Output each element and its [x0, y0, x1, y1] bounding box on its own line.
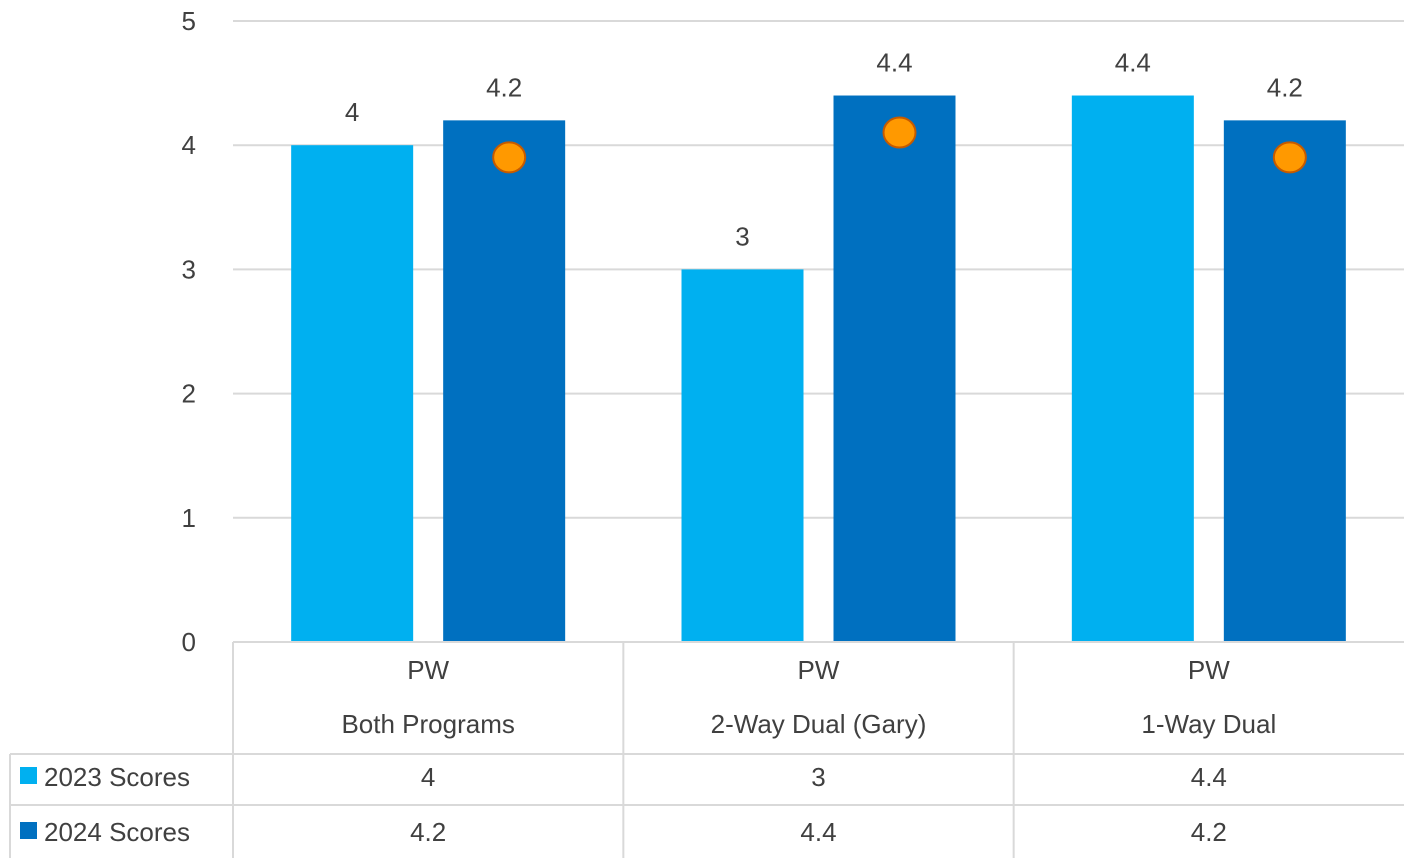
table-cell-value: 4	[421, 762, 435, 792]
table-cell-value: 4.4	[1191, 762, 1227, 792]
marker-circle	[492, 141, 527, 174]
table-cell-value: 4.4	[800, 817, 836, 847]
data-label: 4.2	[1267, 72, 1303, 102]
data-label: 4.2	[486, 72, 522, 102]
y-tick-label: 5	[182, 6, 196, 36]
y-tick-label: 2	[182, 379, 196, 409]
category-label: PW	[798, 655, 840, 685]
data-label: 4	[345, 97, 359, 127]
marker-circle	[1272, 141, 1307, 174]
y-tick-label: 0	[182, 627, 196, 657]
category-label: PW	[1188, 655, 1230, 685]
bar-2023	[681, 269, 804, 642]
category-label: Both Programs	[341, 709, 514, 739]
series-row-label: 2024 Scores	[44, 817, 190, 847]
bar-2024	[443, 120, 566, 643]
bar-2024	[1223, 120, 1346, 643]
legend-key-2023	[20, 767, 37, 784]
table-cell-value: 4.2	[1191, 817, 1227, 847]
y-tick-label: 4	[182, 130, 196, 160]
y-tick-label: 3	[182, 254, 196, 284]
marker-circle	[882, 116, 917, 149]
bar-2023	[291, 145, 414, 642]
bar-2023	[1071, 95, 1194, 642]
data-label: 4.4	[876, 48, 912, 78]
bar-2024	[833, 95, 956, 642]
table-cell-value: 3	[811, 762, 825, 792]
series-row-label: 2023 Scores	[44, 762, 190, 792]
y-tick-label: 1	[182, 503, 196, 533]
table-cell-value: 4.2	[410, 817, 446, 847]
data-label: 3	[735, 221, 749, 251]
data-label: 4.4	[1115, 48, 1151, 78]
legend-key-2024	[20, 822, 37, 839]
category-label: 1-Way Dual	[1141, 709, 1276, 739]
category-label: PW	[407, 655, 449, 685]
category-label: 2-Way Dual (Gary)	[711, 709, 927, 739]
